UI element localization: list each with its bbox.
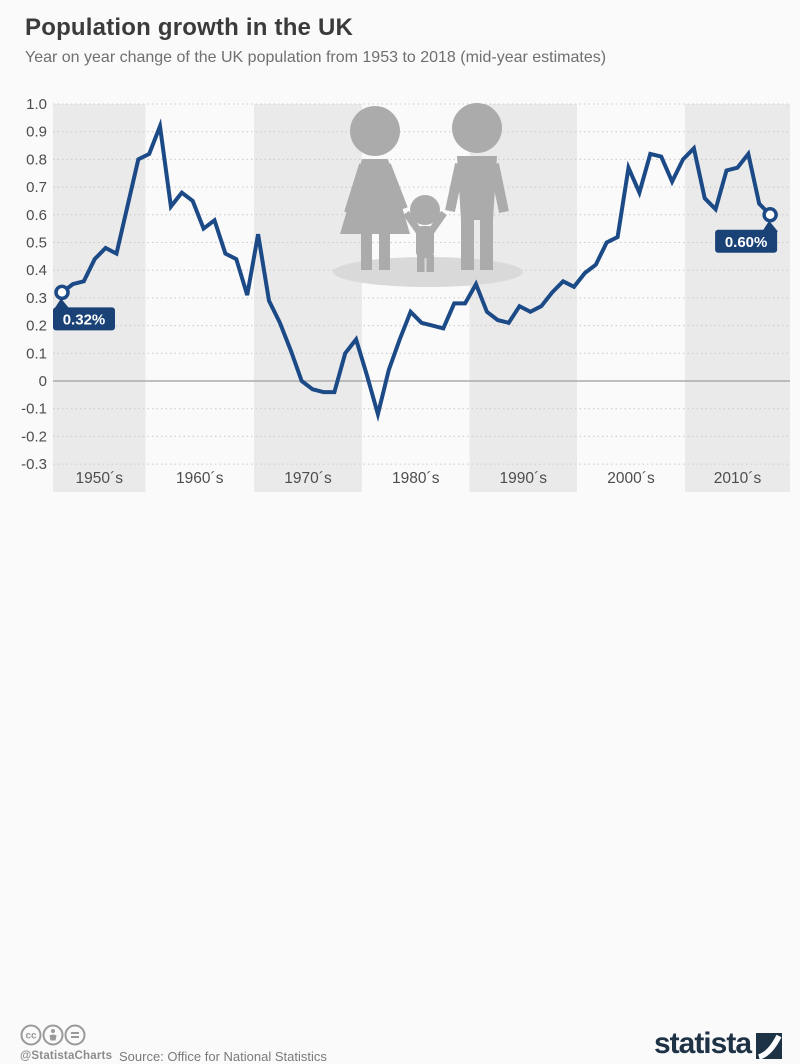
y-axis-tick-label: 0.9 bbox=[26, 124, 47, 141]
y-axis-tick-label: 0.5 bbox=[26, 235, 47, 252]
y-axis-tick-label: 1.0 bbox=[26, 96, 47, 113]
value-badge-pointer bbox=[762, 220, 779, 232]
population-growth-line-chart: 0.32% 0.60% 1950´s 1960´s 1970´s 1980´s 1990´… bbox=[21, 96, 790, 492]
no-derivatives-icon bbox=[64, 1024, 86, 1046]
value-badge bbox=[715, 229, 778, 253]
y-axis-tick-label: -0.2 bbox=[21, 428, 47, 445]
source-note: Source: Office for National Statistics bbox=[119, 1049, 327, 1064]
x-axis-decade-label: 2010´s bbox=[714, 470, 762, 487]
page-subtitle: Year on year change of the UK population… bbox=[25, 49, 607, 66]
x-axis-decade-label: 1990´s bbox=[500, 470, 548, 487]
data-point-marker bbox=[762, 207, 778, 223]
statista-logo-mark bbox=[756, 1033, 782, 1059]
license-icons: cc bbox=[20, 1024, 86, 1046]
x-axis-decade-label: 1960´s bbox=[176, 470, 224, 487]
man-silhouette bbox=[445, 103, 509, 270]
attribution-icon bbox=[42, 1024, 64, 1046]
y-axis-tick-label: 0.8 bbox=[26, 151, 47, 168]
y-axis-tick-label: 0.6 bbox=[26, 207, 47, 224]
trend-line bbox=[60, 118, 773, 423]
page-title: Population growth in the UK bbox=[25, 14, 354, 41]
y-axis-tick-label: 0.4 bbox=[26, 262, 47, 279]
footer: cc @StatistaCharts Source: Office for Na… bbox=[0, 505, 800, 1064]
value-badge-label: 0.60% bbox=[725, 234, 768, 251]
value-badge-label: 0.32% bbox=[63, 311, 106, 328]
family-pictogram bbox=[333, 103, 523, 287]
woman-silhouette bbox=[340, 106, 410, 270]
y-axis-tick-label: 0.7 bbox=[26, 179, 47, 196]
value-badge-pointer bbox=[54, 298, 70, 310]
x-axis-decade-label: 2000´s bbox=[607, 470, 655, 487]
y-axis-tick-label: -0.3 bbox=[21, 456, 47, 473]
child-silhouette bbox=[403, 195, 447, 272]
statista-wordmark: statista bbox=[653, 1027, 752, 1060]
data-point-marker bbox=[54, 284, 70, 301]
statista-charts-handle: @StatistaCharts bbox=[20, 1050, 113, 1062]
x-axis-decade-label: 1970´s bbox=[284, 470, 332, 487]
y-axis-tick-label: -0.1 bbox=[21, 401, 47, 418]
cc-icon: cc bbox=[20, 1024, 42, 1046]
value-badge bbox=[53, 307, 115, 331]
y-axis-tick-label: 0 bbox=[39, 373, 47, 390]
y-axis-tick-label: 0.3 bbox=[26, 290, 47, 307]
svg-text:cc: cc bbox=[25, 1031, 37, 1042]
x-axis-decade-label: 1950´s bbox=[76, 470, 124, 487]
statista-logo: statista bbox=[654, 1029, 782, 1059]
x-axis-decade-label: 1980´s bbox=[392, 470, 440, 487]
y-axis-tick-label: 0.2 bbox=[26, 318, 47, 335]
decade-band bbox=[254, 104, 362, 492]
y-axis-tick-label: 0.1 bbox=[26, 345, 47, 362]
chart-header: Population growth in the UK Year on year… bbox=[25, 14, 785, 67]
